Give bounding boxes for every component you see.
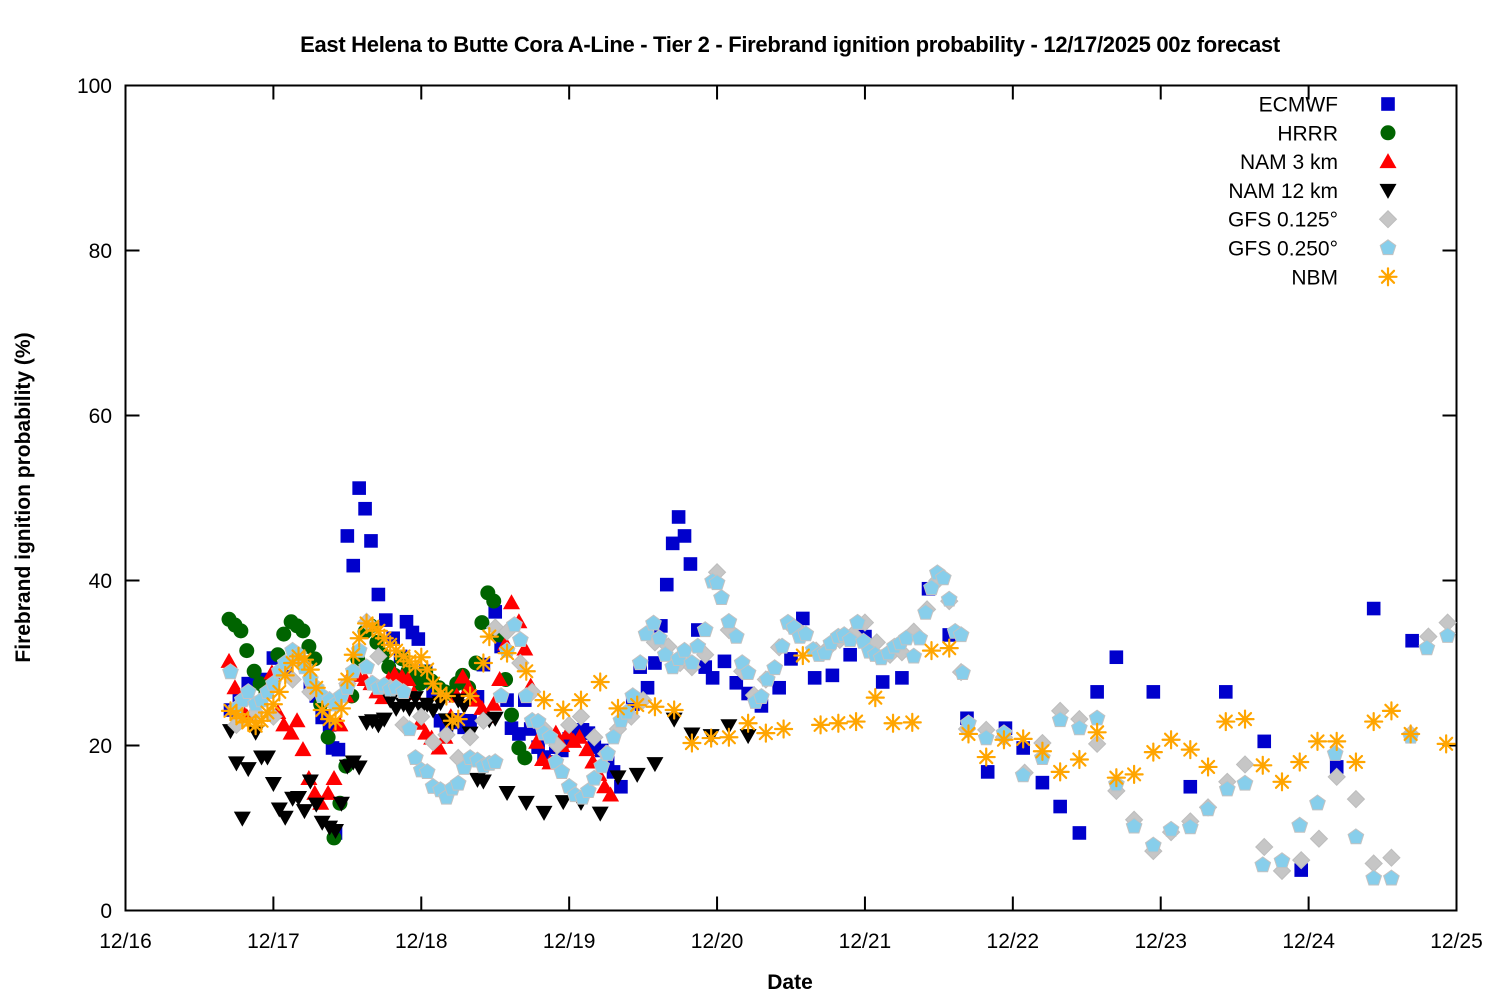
legend-label: NBM bbox=[1291, 266, 1338, 289]
axis-ticks: 12/16 12/17 12/18 12/19 12/20 12/21 12/22 12/23… bbox=[77, 75, 1483, 953]
legend-item-nbm: NBM bbox=[1291, 266, 1398, 289]
y-tick-label: 80 bbox=[89, 240, 112, 263]
legend-item-nam-3-km: NAM 3 km bbox=[1240, 151, 1397, 174]
y-tick-label: 100 bbox=[77, 75, 112, 98]
legend-label: HRRR bbox=[1277, 122, 1338, 145]
legend-item-gfs-0-250-: GFS 0.250° bbox=[1228, 238, 1397, 261]
legend-marker-pentagon-icon bbox=[1379, 239, 1397, 256]
x-tick-label: 12/17 bbox=[247, 930, 300, 953]
legend-label: GFS 0.125° bbox=[1228, 209, 1338, 232]
x-tick-label: 12/20 bbox=[691, 930, 744, 953]
y-tick-label: 0 bbox=[100, 900, 112, 923]
legend-marker-triangle-up-icon bbox=[1379, 153, 1397, 169]
legend: ECMWF HRRR NAM 3 km NAM 12 km GFS 0.125° GFS … bbox=[1228, 94, 1398, 289]
x-axis-label: Date bbox=[767, 971, 813, 994]
x-tick-label: 12/23 bbox=[1134, 930, 1187, 953]
series-gfs-0-125- bbox=[227, 563, 1457, 881]
legend-item-nam-12-km: NAM 12 km bbox=[1228, 180, 1397, 203]
x-tick-label: 12/16 bbox=[99, 930, 152, 953]
legend-label: ECMWF bbox=[1259, 94, 1338, 117]
legend-marker-asterisk-icon bbox=[1378, 267, 1398, 287]
legend-label: NAM 3 km bbox=[1240, 151, 1338, 174]
x-tick-label: 12/21 bbox=[839, 930, 892, 953]
legend-item-hrrr: HRRR bbox=[1277, 122, 1396, 145]
x-tick-label: 12/25 bbox=[1430, 930, 1483, 953]
x-tick-label: 12/18 bbox=[395, 930, 448, 953]
y-tick-label: 20 bbox=[89, 735, 112, 758]
plot-frame bbox=[124, 84, 1458, 912]
legend-label: GFS 0.250° bbox=[1228, 238, 1338, 261]
legend-item-ecmwf: ECMWF bbox=[1259, 94, 1395, 117]
legend-marker-circle-icon bbox=[1380, 125, 1396, 141]
legend-marker-square-icon bbox=[1381, 97, 1395, 111]
y-tick-label: 40 bbox=[89, 570, 112, 593]
series-nbm bbox=[220, 613, 1456, 792]
legend-marker-diamond-icon bbox=[1378, 209, 1398, 229]
legend-marker-triangle-down-icon bbox=[1379, 183, 1397, 199]
y-tick-label: 60 bbox=[89, 405, 112, 428]
scatter-points bbox=[220, 481, 1457, 886]
x-tick-label: 12/22 bbox=[987, 930, 1040, 953]
x-tick-label: 12/19 bbox=[543, 930, 596, 953]
legend-item-gfs-0-125-: GFS 0.125° bbox=[1228, 209, 1398, 232]
y-axis-label: Firebrand ignition probability (%) bbox=[12, 332, 35, 662]
x-tick-label: 12/24 bbox=[1282, 930, 1335, 953]
legend-label: NAM 12 km bbox=[1228, 180, 1338, 203]
chart-title: East Helena to Butte Cora A-Line - Tier … bbox=[300, 32, 1281, 57]
